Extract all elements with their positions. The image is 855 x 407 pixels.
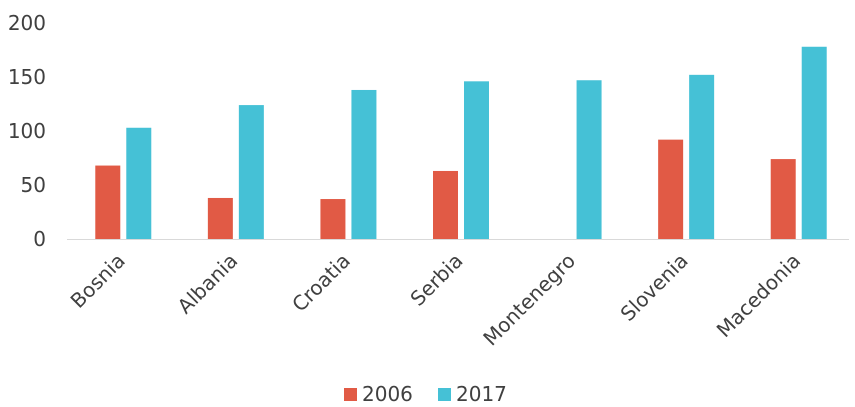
bar-2017-montenegro [576,80,602,240]
bar-2006-serbia [433,170,458,239]
bar-2017-macedonia [801,46,827,240]
bar-2006-macedonia [770,159,796,239]
bar-2017-bosnia [126,127,152,239]
bar-2006-slovenia [658,139,684,239]
bar-2017-slovenia [689,74,715,239]
legend-swatch-2017 [438,388,451,401]
legend-swatch-2006 [344,388,357,401]
x-tick-label-slovenia: Slovenia [616,249,693,326]
legend: 2006 2017 [344,382,507,406]
y-tick-label: 100 [8,119,46,143]
x-tick-label-bosnia: Bosnia [66,249,130,313]
x-tick-label-montenegro: Montenegro [478,249,580,351]
y-axis-ticks: 0 50 100 150 200 [8,11,46,251]
y-tick-label: 0 [33,227,46,251]
x-tick-label-serbia: Serbia [405,249,467,311]
legend-label-2017: 2017 [456,382,507,406]
bar-2017-serbia [464,81,489,239]
y-tick-label: 50 [21,173,46,197]
x-tick-label-croatia: Croatia [287,249,355,317]
bar-2017-croatia [351,89,377,240]
y-tick-label: 150 [8,65,46,89]
bar-2017-albania [238,105,264,239]
category-labels: Bosnia Albania Croatia Serbia Montenegro Slov… [66,249,806,351]
x-tick-label-macedonia: Macedonia [712,249,806,343]
bar-2006-albania [207,197,233,239]
x-tick-label-albania: Albania [173,249,243,319]
y-tick-label: 200 [8,11,46,35]
bars-group [95,46,827,240]
legend-label-2006: 2006 [362,382,413,406]
bar-2006-bosnia [95,165,121,239]
bar-2006-croatia [320,199,346,239]
